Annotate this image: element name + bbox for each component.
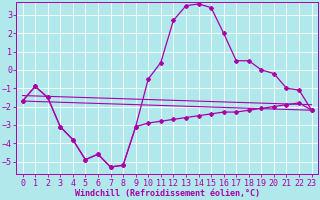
X-axis label: Windchill (Refroidissement éolien,°C): Windchill (Refroidissement éolien,°C) xyxy=(75,189,260,198)
